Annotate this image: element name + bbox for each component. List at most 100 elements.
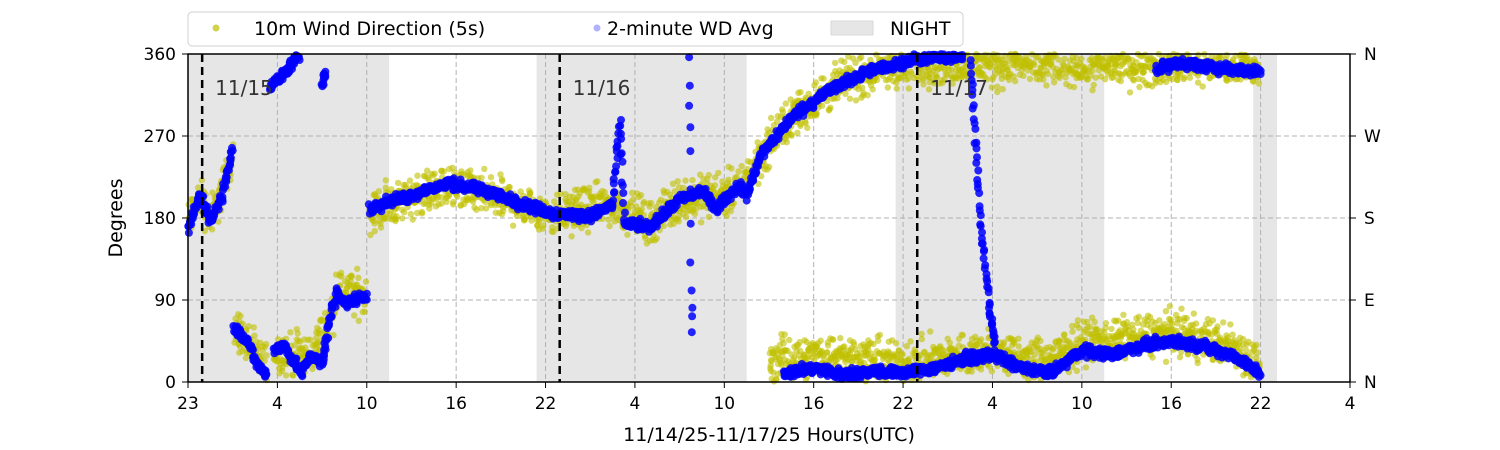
wind-direction-5s-point	[499, 177, 506, 185]
wind-direction-avg-point	[321, 67, 330, 76]
wind-direction-5s-point	[425, 176, 432, 183]
wind-direction-5s-point	[454, 193, 461, 200]
wind-direction-5s-point	[773, 118, 781, 125]
wind-direction-5s-point	[765, 163, 773, 171]
wind-direction-5s-point	[482, 205, 490, 212]
wind-direction-5s-point	[500, 207, 507, 214]
wind-direction-5s-point	[824, 342, 832, 349]
wind-direction-5s-point	[1015, 335, 1022, 342]
wind-direction-5s-point	[1074, 317, 1082, 324]
wind-direction-5s-point	[715, 169, 722, 177]
wind-direction-5s-point	[629, 189, 636, 196]
wind-direction-5s-point	[637, 192, 645, 199]
wind-direction-5s-point	[728, 165, 735, 172]
wind-direction-5s-point	[450, 198, 457, 206]
wind-direction-5s-point	[638, 206, 645, 213]
wind-direction-5s-point	[738, 162, 745, 170]
wind-direction-5s-point	[414, 172, 421, 179]
wind-direction-5s-point	[262, 340, 270, 348]
wind-direction-5s-point	[691, 210, 699, 218]
wind-direction-avg-point	[617, 134, 626, 143]
wind-direction-5s-point	[424, 167, 431, 174]
wind-direction-5s-point	[578, 224, 585, 232]
wind-direction-5s-point	[194, 184, 202, 191]
wind-direction-5s-point	[478, 205, 485, 212]
wind-direction-5s-point	[242, 354, 250, 362]
wind-direction-5s-point	[1120, 311, 1127, 318]
wind-direction-5s-point	[401, 209, 408, 216]
wind-direction-5s-point	[526, 190, 534, 197]
wind-direction-5s-point	[361, 308, 368, 315]
wind-direction-5s-point	[382, 184, 389, 191]
wind-direction-5s-point	[1181, 74, 1188, 81]
wind-direction-5s-point	[669, 180, 677, 187]
wind-direction-5s-point	[624, 231, 631, 238]
wind-direction-5s-point	[1101, 76, 1109, 83]
wind-direction-5s-point	[251, 332, 258, 339]
wind-direction-5s-point	[362, 278, 370, 285]
wind-direction-5s-point	[829, 336, 836, 343]
wind-direction-5s-point	[628, 202, 635, 210]
wind-direction-5s-point	[316, 326, 323, 334]
wind-direction-5s-point	[870, 340, 877, 348]
wind-direction-5s-point	[1090, 81, 1097, 89]
wind-direction-5s-point	[823, 349, 831, 356]
wind-direction-5s-point	[431, 170, 438, 177]
wind-direction-5s-point	[1162, 358, 1170, 365]
wind-direction-5s-point	[925, 86, 933, 93]
wind-direction-5s-point	[1194, 79, 1202, 86]
wind-direction-5s-point	[294, 330, 301, 337]
wind-direction-5s-point	[946, 339, 953, 347]
wind-direction-5s-point	[905, 85, 912, 92]
wind-direction-5s-point	[438, 200, 445, 207]
wind-direction-5s-point	[1133, 68, 1140, 76]
wind-direction-5s-point	[841, 58, 848, 66]
wind-direction-5s-point	[348, 273, 355, 280]
wind-direction-5s-point	[837, 334, 844, 342]
wind-direction-5s-point	[551, 198, 558, 205]
wind-direction-5s-point	[1183, 315, 1190, 322]
wind-direction-avg-point	[621, 208, 629, 217]
wind-direction-5s-point	[1020, 72, 1027, 80]
wind-direction-avg-point	[327, 313, 336, 321]
wind-direction-5s-point	[440, 168, 448, 175]
wind-direction-5s-point	[606, 222, 613, 230]
wind-direction-avg-point	[324, 334, 333, 343]
wind-direction-5s-point	[873, 76, 881, 84]
wind-direction-5s-point	[1044, 70, 1052, 78]
wind-direction-5s-point	[671, 188, 678, 195]
wind-direction-5s-point	[875, 337, 882, 344]
wind-direction-5s-point	[712, 174, 719, 181]
wind-direction-5s-point	[820, 75, 827, 82]
wind-direction-5s-point	[1186, 74, 1194, 81]
wind-direction-5s-point	[907, 338, 914, 345]
wind-direction-5s-point	[337, 269, 345, 276]
wind-direction-5s-point	[282, 372, 290, 379]
wind-direction-5s-point	[509, 222, 517, 229]
wind-direction-5s-point	[1091, 318, 1098, 326]
wind-direction-avg-point	[609, 196, 618, 205]
wind-direction-avg-point	[362, 289, 371, 298]
wind-direction-5s-point	[355, 274, 362, 281]
wind-direction-5s-point	[605, 216, 612, 223]
wind-direction-5s-point	[481, 165, 488, 173]
wind-direction-5s-point	[933, 73, 941, 81]
wind-direction-5s-point	[675, 218, 682, 225]
wind-direction-5s-point	[983, 75, 991, 83]
wind-direction-5s-point	[287, 329, 294, 336]
wind-direction-5s-point	[1220, 319, 1227, 326]
wind-direction-5s-point	[1061, 55, 1068, 62]
wind-direction-5s-point	[1026, 75, 1034, 83]
wind-direction-5s-point	[1011, 77, 1019, 85]
wind-direction-5s-point	[850, 341, 858, 348]
wind-direction-5s-point	[905, 355, 913, 362]
wind-direction-5s-point	[208, 226, 216, 233]
wind-direction-5s-point	[367, 231, 374, 239]
wind-direction-5s-point	[1075, 324, 1082, 332]
wind-direction-5s-point	[1192, 320, 1200, 327]
wind-direction-5s-point	[1190, 310, 1198, 317]
wind-direction-5s-point	[693, 205, 700, 212]
wind-direction-5s-point	[786, 336, 793, 344]
wind-direction-5s-point	[698, 219, 705, 226]
wind-direction-5s-point	[1156, 317, 1163, 324]
